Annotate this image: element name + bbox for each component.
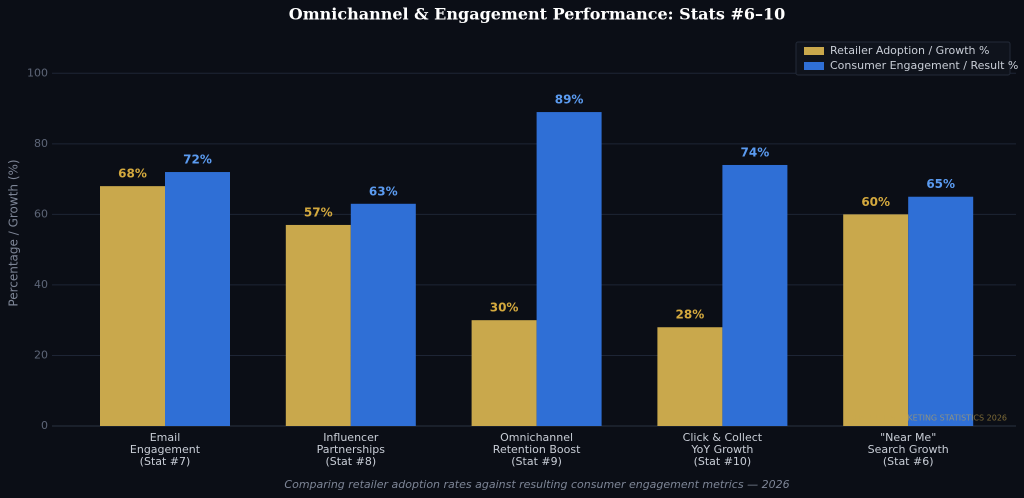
y-tick-label: 60 [34, 207, 48, 220]
value-label: 72% [183, 153, 212, 167]
x-tick-label: Click & Collect YoY Growth (Stat #10) [683, 431, 763, 468]
value-label: 28% [676, 308, 705, 322]
bar [285, 224, 351, 426]
legend-box [795, 41, 1011, 76]
legend-swatch [804, 62, 824, 70]
bar [908, 196, 974, 426]
value-label: 89% [555, 93, 584, 107]
value-label: 74% [741, 145, 770, 159]
value-label: 65% [926, 177, 955, 191]
bar [350, 203, 416, 426]
subtitle: Comparing retailer adoption rates agains… [284, 478, 789, 491]
x-tick-label: Influencer Partnerships (Stat #8) [317, 431, 386, 468]
bar [536, 112, 602, 426]
bar [100, 186, 165, 426]
x-tick-label: Email Engagement (Stat #7) [130, 431, 201, 468]
value-label: 60% [861, 195, 890, 209]
y-tick-label: 100 [27, 66, 48, 79]
legend-label: Retailer Adoption / Growth % [830, 44, 989, 57]
bar [471, 320, 537, 426]
legend-swatch [804, 47, 824, 55]
y-tick-label: 80 [34, 137, 48, 150]
watermark: CHANNEL MARKETING STATISTICS 2026 [848, 414, 1007, 423]
legend-label: Consumer Engagement / Result % [830, 59, 1018, 72]
bar [843, 214, 909, 426]
chart-title: Omnichannel & Engagement Performance: St… [289, 5, 786, 24]
value-label: 63% [369, 184, 398, 198]
value-label: 57% [304, 205, 333, 219]
value-label: 30% [490, 301, 519, 315]
y-tick-label: 40 [34, 278, 48, 291]
bar [657, 327, 723, 426]
bar [165, 172, 230, 426]
x-tick-label: Omnichannel Retention Boost (Stat #9) [493, 431, 581, 468]
y-tick-label: 0 [41, 419, 48, 432]
y-tick-label: 20 [34, 348, 48, 361]
x-tick-label: "Near Me" Search Growth (Stat #6) [868, 431, 949, 468]
bar [722, 164, 788, 426]
y-axis-label: Percentage / Growth (%) [7, 159, 21, 306]
value-label: 68% [118, 167, 147, 181]
